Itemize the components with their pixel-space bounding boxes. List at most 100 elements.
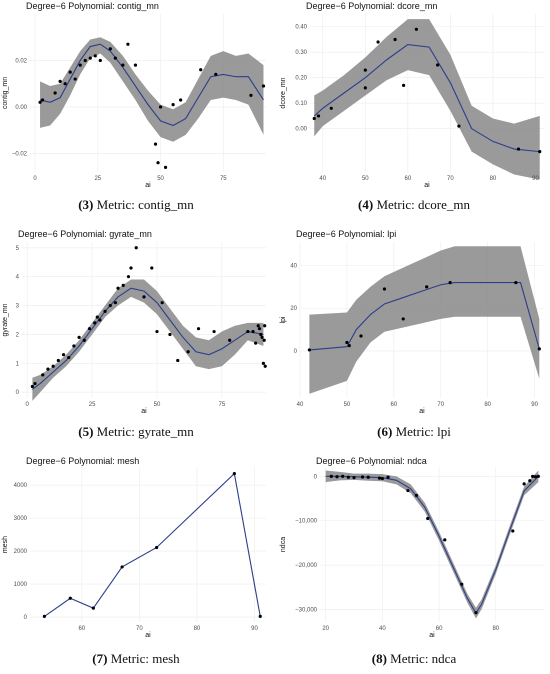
panel-ndca: Degree−6 Polynomial: ndca 20 40 60 80 0 −10,00… — [278, 455, 550, 674]
chart-lpi: Degree−6 Polynomial: lpi 40 50 60 70 80 90 0 20 4… — [280, 229, 544, 415]
data-point — [121, 63, 125, 67]
caption: (4) Metric: dcore_mn — [278, 197, 550, 213]
data-point — [121, 283, 125, 287]
data-point — [263, 364, 267, 368]
chart-title: Degree−6 Polynomial: dcore_mn — [306, 1, 437, 11]
data-point — [329, 106, 333, 110]
y-tick-label: 0 — [294, 349, 298, 355]
data-point — [460, 582, 464, 586]
data-point — [347, 344, 351, 348]
data-point — [261, 361, 266, 365]
y-tick-label: 0.00 — [15, 105, 27, 111]
chart-dcore-mn: Degree−6 Polynomial: dcore_mn 40 50 60 70 80 9… — [280, 1, 544, 189]
data-point — [133, 63, 138, 67]
panel-dcore-mn: Degree−6 Polynomial: dcore_mn 40 50 60 70 80 9… — [278, 0, 550, 220]
data-point — [41, 373, 45, 377]
y-axis-label: contig_mn — [2, 77, 9, 109]
data-point — [58, 79, 62, 83]
data-point — [511, 529, 515, 533]
y-tick-label: 2 — [16, 332, 20, 338]
data-point — [259, 332, 263, 337]
x-tick-label: 90 — [251, 626, 258, 632]
data-point — [61, 353, 66, 357]
data-point — [212, 329, 216, 334]
confidence-band — [309, 246, 540, 394]
fit-line — [325, 475, 539, 615]
caption-number: (7) — [92, 651, 108, 666]
data-point — [93, 321, 97, 325]
data-point — [402, 83, 406, 87]
data-point — [72, 344, 76, 348]
y-axis-label: lpi — [280, 316, 287, 323]
fit-line — [39, 43, 264, 127]
x-tick-label: 40 — [319, 176, 326, 182]
y-tick-label: −0.02 — [12, 151, 28, 157]
data-point — [261, 84, 266, 88]
chart-ndca: Degree−6 Polynomial: ndca 20 40 60 80 0 −10,00… — [280, 456, 544, 639]
caption-text: Metric: contig_mn — [93, 197, 194, 212]
y-tick-label: 2000 — [14, 549, 28, 555]
data-point — [346, 475, 350, 479]
x-tick-label: 0 — [33, 176, 37, 182]
data-point — [360, 475, 365, 479]
caption-text: Metric: ndca — [386, 651, 457, 666]
data-point — [186, 350, 190, 354]
y-tick-label: 4000 — [14, 483, 28, 489]
y-tick-label: 0.00 — [295, 127, 307, 133]
data-point — [171, 103, 175, 107]
data-point — [258, 614, 262, 618]
chart-title: Degree−6 Polynomial: lpi — [296, 229, 396, 239]
fit-line — [44, 472, 261, 617]
x-tick-label: 25 — [94, 176, 101, 182]
data-point — [155, 545, 159, 550]
fit-line — [313, 44, 540, 153]
data-point — [457, 124, 461, 128]
data-point — [263, 324, 267, 328]
data-point — [108, 47, 112, 51]
data-point — [316, 114, 321, 118]
x-tick-label: 70 — [136, 626, 143, 632]
data-point — [196, 327, 201, 331]
x-tick-label: 70 — [437, 402, 444, 408]
data-point — [116, 286, 120, 290]
data-point — [536, 474, 540, 478]
data-point — [33, 381, 37, 386]
y-tick-label: 3000 — [14, 516, 28, 522]
data-point — [77, 335, 81, 339]
data-point — [345, 340, 349, 345]
data-point — [448, 281, 452, 285]
fit-line — [32, 287, 264, 390]
x-tick-label: 50 — [344, 402, 351, 408]
data-point — [352, 476, 356, 480]
panel-lpi: Degree−6 Polynomial: lpi 40 50 60 70 80 90 0 20 4… — [278, 228, 550, 448]
data-point — [533, 475, 538, 479]
data-point — [256, 324, 260, 328]
data-point — [249, 93, 253, 97]
data-point — [538, 150, 542, 154]
data-point — [363, 86, 367, 90]
x-tick-label: 80 — [492, 626, 499, 632]
data-point — [341, 474, 345, 478]
data-point — [393, 37, 397, 42]
data-point — [401, 317, 405, 321]
data-point — [120, 565, 124, 569]
data-point — [158, 105, 163, 109]
y-tick-label: 0.10 — [295, 101, 307, 107]
data-point — [91, 606, 95, 610]
data-point — [179, 98, 183, 102]
chart-title: Degree−6 Polynomial: mesh — [26, 456, 139, 466]
panel-mesh: Degree−6 Polynomial: mesh 60 70 80 90 0 1000 20… — [0, 455, 272, 674]
caption-number: (8) — [371, 651, 387, 666]
x-tick-label: 40 — [297, 402, 304, 408]
y-tick-label: 0.20 — [295, 76, 307, 82]
x-tick-label: 75 — [220, 176, 227, 182]
y-tick-label: 4 — [16, 275, 20, 281]
chart-title: Degree−6 Polynomial: ndca — [316, 456, 427, 466]
y-tick-label: 0.02 — [15, 58, 27, 64]
data-point — [155, 329, 159, 334]
x-tick-label: 80 — [490, 176, 497, 182]
data-point — [168, 332, 172, 337]
y-axis-label: dcore_mn — [280, 77, 287, 108]
caption-text: Metric: lpi — [392, 424, 451, 439]
data-point — [254, 341, 258, 345]
